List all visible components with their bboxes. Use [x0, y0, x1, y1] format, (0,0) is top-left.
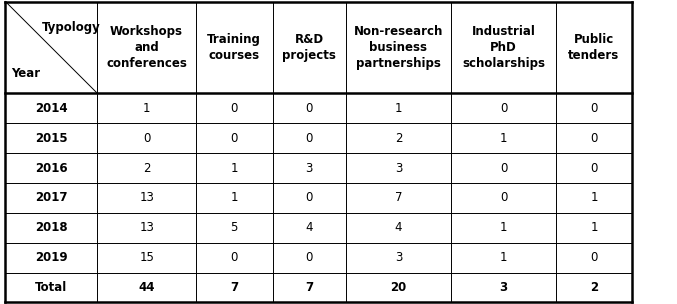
Text: 0: 0: [305, 102, 313, 115]
Text: R&D
projects: R&D projects: [282, 33, 336, 62]
Text: 1: 1: [143, 102, 150, 115]
Text: 3: 3: [500, 281, 508, 294]
Text: 15: 15: [139, 251, 154, 264]
Text: 44: 44: [138, 281, 155, 294]
Text: 1: 1: [230, 161, 238, 174]
Text: 4: 4: [395, 221, 402, 234]
Text: 1: 1: [500, 221, 508, 234]
Text: 0: 0: [590, 251, 598, 264]
Text: 20: 20: [391, 281, 407, 294]
Text: 13: 13: [139, 221, 154, 234]
Text: 0: 0: [143, 132, 150, 145]
Text: Total: Total: [35, 281, 68, 294]
Text: Typology: Typology: [42, 21, 101, 34]
Text: 0: 0: [231, 251, 238, 264]
Text: 2018: 2018: [35, 221, 68, 234]
Text: 1: 1: [230, 192, 238, 204]
Text: 0: 0: [231, 132, 238, 145]
Text: 0: 0: [231, 102, 238, 115]
Text: 2: 2: [143, 161, 150, 174]
Text: Non-research
business
partnerships: Non-research business partnerships: [354, 25, 443, 70]
Text: 2019: 2019: [35, 251, 68, 264]
Text: 7: 7: [305, 281, 313, 294]
Text: 0: 0: [500, 161, 507, 174]
Text: Workshops
and
conferences: Workshops and conferences: [106, 25, 187, 70]
Text: 1: 1: [500, 251, 508, 264]
Text: 2015: 2015: [35, 132, 68, 145]
Text: 1: 1: [500, 132, 508, 145]
Text: 5: 5: [231, 221, 238, 234]
Text: 0: 0: [590, 161, 598, 174]
Text: 1: 1: [590, 192, 598, 204]
Text: 2017: 2017: [35, 192, 68, 204]
Text: 0: 0: [305, 192, 313, 204]
Text: 0: 0: [590, 132, 598, 145]
Text: 2: 2: [590, 281, 598, 294]
Text: 7: 7: [230, 281, 238, 294]
Text: 0: 0: [305, 132, 313, 145]
Text: 3: 3: [305, 161, 313, 174]
Text: 1: 1: [590, 221, 598, 234]
Text: 7: 7: [395, 192, 402, 204]
Text: 13: 13: [139, 192, 154, 204]
Text: Public
tenders: Public tenders: [569, 33, 619, 62]
Text: Industrial
PhD
scholarships: Industrial PhD scholarships: [462, 25, 545, 70]
Text: Training
courses: Training courses: [207, 33, 261, 62]
Text: 3: 3: [395, 161, 402, 174]
Text: 2014: 2014: [35, 102, 68, 115]
Text: 3: 3: [395, 251, 402, 264]
Text: 4: 4: [305, 221, 313, 234]
Text: Year: Year: [11, 67, 40, 80]
Text: 0: 0: [500, 102, 507, 115]
Text: 0: 0: [500, 192, 507, 204]
Text: 1: 1: [395, 102, 402, 115]
Text: 0: 0: [590, 102, 598, 115]
Text: 2: 2: [395, 132, 402, 145]
Text: 0: 0: [305, 251, 313, 264]
Text: 2016: 2016: [35, 161, 68, 174]
